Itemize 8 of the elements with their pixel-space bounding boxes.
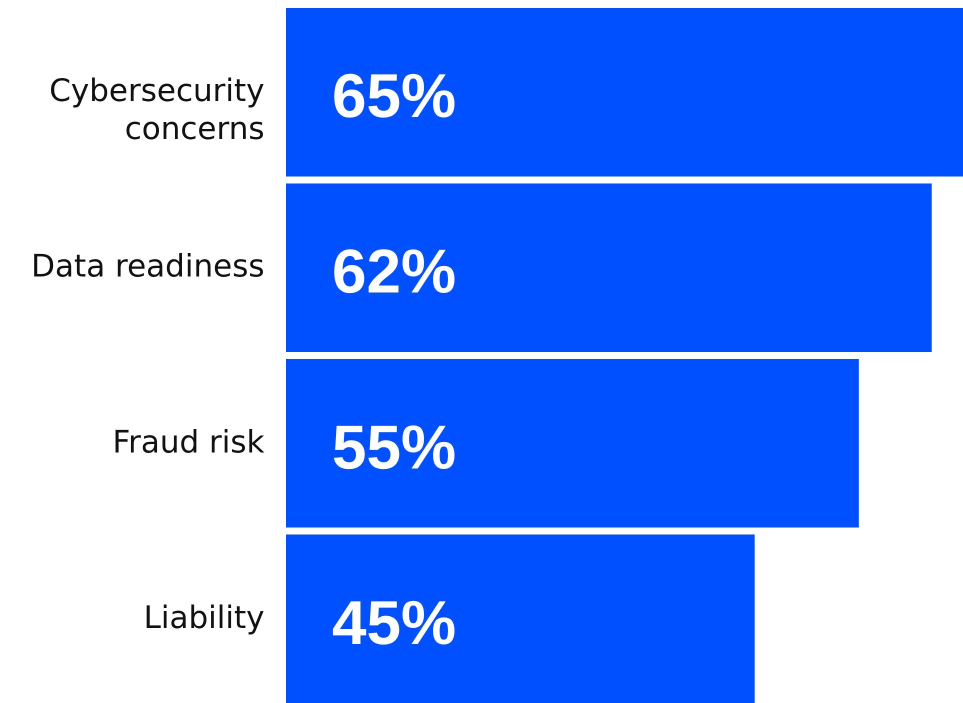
y-tick-label: Fraud risk: [112, 424, 265, 460]
y-tick-label: Liability: [144, 600, 264, 636]
data-label: 55%: [332, 413, 456, 482]
y-tick-label: Data readiness: [31, 248, 264, 285]
data-label: 62%: [332, 238, 456, 307]
data-label: 45%: [332, 588, 456, 658]
y-tick-label: Cybersecurity concerns: [49, 73, 264, 148]
data-label: 65%: [332, 62, 456, 132]
